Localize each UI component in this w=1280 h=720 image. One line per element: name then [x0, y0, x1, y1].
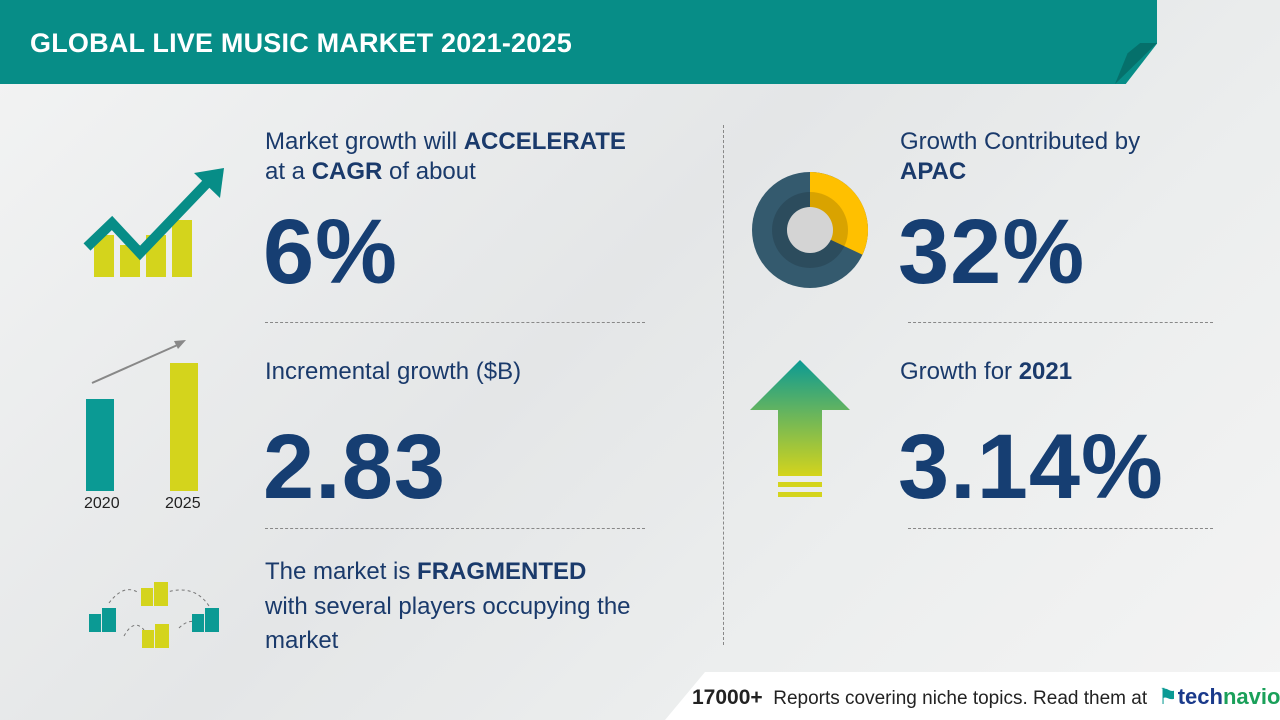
- divider: [265, 528, 645, 529]
- cagr-line2: at a CAGR of about: [265, 158, 476, 185]
- page-title: GLOBAL LIVE MUSIC MARKET 2021-2025: [30, 28, 572, 58]
- footer-text: 17000+ Reports covering niche topics. Re…: [692, 686, 1148, 709]
- yoy-label: Growth for 2021: [900, 358, 1073, 385]
- region-donut-icon: [752, 172, 868, 288]
- vertical-divider: [723, 125, 724, 645]
- bar-year-2020: 2020: [84, 495, 120, 512]
- market-line1: The market is FRAGMENTED: [265, 558, 587, 585]
- bar-year-2025: 2025: [165, 495, 201, 512]
- market-line3: market: [265, 627, 339, 654]
- region-label: Growth Contributed by: [900, 128, 1141, 155]
- bar-growth-icon: [86, 340, 198, 491]
- vendors-buildings-icon: [89, 582, 219, 648]
- market-line2: with several players occupying the: [265, 593, 631, 620]
- technavio-logo[interactable]: ⚑technavio: [1158, 684, 1280, 709]
- up-arrow-icon: [750, 360, 850, 497]
- cagr-line1: Market growth will ACCELERATE: [265, 128, 626, 155]
- incremental-value: 2.83: [263, 416, 447, 518]
- cagr-value: 6%: [263, 201, 398, 303]
- divider: [265, 322, 645, 323]
- footer-bar: [665, 672, 1280, 720]
- title-banner: [0, 0, 1157, 84]
- divider: [908, 322, 1213, 323]
- incremental-label: Incremental growth ($B): [265, 358, 522, 385]
- logo-mark-icon: ⚑: [1158, 684, 1178, 709]
- region-value: 32%: [898, 201, 1086, 303]
- divider: [908, 528, 1213, 529]
- donut-hole: [787, 207, 833, 253]
- region-name: APAC: [900, 158, 967, 185]
- yoy-value: 3.14%: [898, 416, 1164, 518]
- growth-chart-icon: [83, 168, 224, 277]
